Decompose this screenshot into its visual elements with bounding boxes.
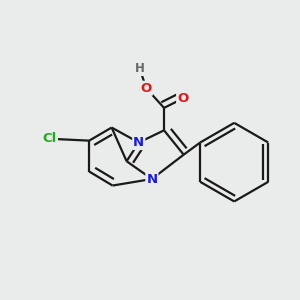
- Text: N: N: [133, 136, 144, 149]
- Text: H: H: [135, 62, 145, 75]
- Text: Cl: Cl: [43, 132, 57, 145]
- Text: O: O: [141, 82, 152, 95]
- Text: N: N: [146, 172, 158, 185]
- Text: O: O: [177, 92, 188, 105]
